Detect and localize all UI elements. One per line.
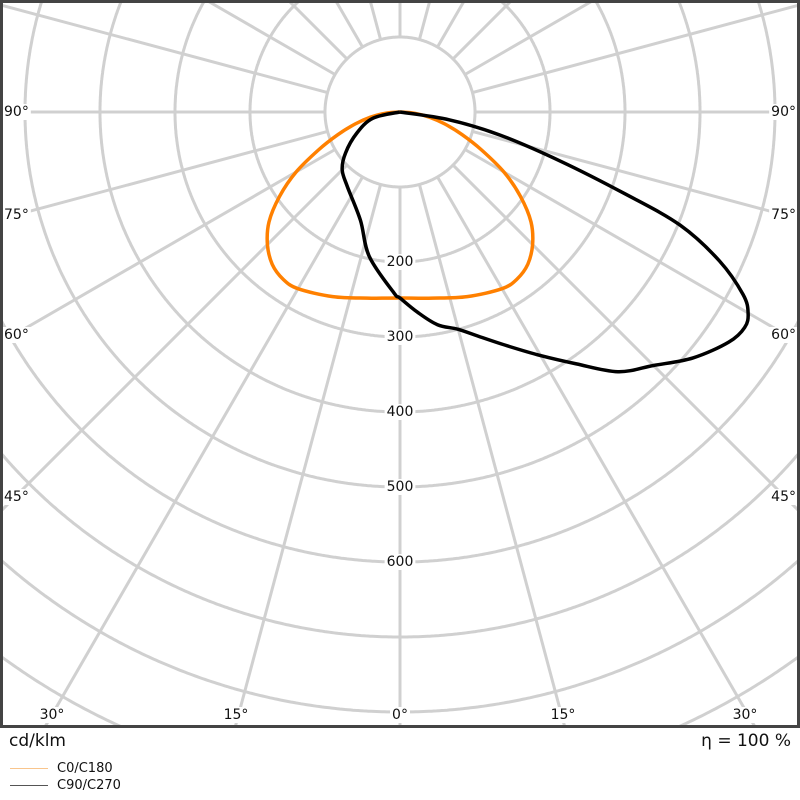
radial-tick-label: 300: [387, 329, 414, 345]
grid-radial-line: [436, 0, 466, 48]
angle-tick-label-bottom: 30°: [40, 707, 65, 723]
grid-radial-line: [451, 0, 514, 61]
grid-circle-600: [0, 319, 800, 564]
unit-label: cd/klm: [9, 731, 66, 751]
curve-c90-c270: [340, 110, 750, 374]
grid-circle-400: [98, 0, 702, 414]
angle-tick-label-bottom: 15°: [224, 707, 249, 723]
grid-radial-line: [472, 3, 800, 95]
angle-tick-label-bottom: 30°: [733, 707, 758, 723]
legend-label: C90/C270: [57, 778, 121, 793]
grid-radial-line: [233, 184, 383, 728]
label-background: [2, 207, 31, 223]
grid-radial-line: [417, 0, 432, 40]
grid-radial-line: [0, 129, 328, 221]
curves: [265, 110, 750, 374]
grid-radial-line: [464, 0, 595, 76]
angle-tick-label-right: 45°: [771, 489, 796, 505]
label-background: [2, 104, 31, 120]
angle-tick-label-bottom: 15°: [551, 707, 576, 723]
angle-tick-label-bottom: 0°: [392, 707, 408, 723]
label-background: [37, 707, 67, 723]
legend-label: C0/C180: [57, 761, 113, 776]
label-background: [769, 207, 798, 223]
label-background: [384, 479, 416, 495]
grid-radial-line: [0, 3, 328, 95]
grid-radial-line: [436, 176, 757, 728]
grid-radial-line: [0, 148, 336, 345]
grid-radial-line: [368, 0, 383, 40]
grid-radial-line: [286, 0, 349, 61]
angle-tick-label-right: 60°: [771, 327, 796, 343]
angle-tick-label-right: 90°: [771, 104, 796, 120]
label-background: [730, 707, 760, 723]
radial-tick-label: 500: [387, 479, 414, 495]
efficiency-label: η = 100 %: [701, 731, 791, 751]
grid-radial-line: [0, 163, 349, 514]
grid-circle-800: [0, 558, 800, 714]
axis-labels: 200 300 400 500 600 30° 15° 0° 15° 30° 90° 75° 60° 45…: [2, 104, 798, 723]
label-background: [384, 329, 416, 345]
label-background: [2, 327, 31, 343]
label-background: [221, 707, 251, 723]
angle-tick-label-left: 60°: [4, 327, 29, 343]
legend-swatch-c0-c180: [10, 768, 48, 769]
polar-grid: [0, 0, 800, 728]
grid-radial-line: [334, 0, 364, 48]
radial-tick-label: 600: [387, 554, 414, 570]
angle-tick-label-left: 75°: [4, 207, 29, 223]
grid-circle-700: [0, 452, 800, 639]
grid-circle-900: [0, 655, 800, 728]
label-background: [384, 404, 416, 420]
legend-swatch-c90-c270: [10, 785, 48, 786]
label-background: [769, 104, 798, 120]
grid-radial-line: [43, 176, 364, 728]
legend-item-c90-c270: C90/C270: [10, 777, 121, 794]
grid-circle-200: [248, 0, 552, 264]
legend: C0/C180 C90/C270: [10, 760, 121, 794]
grid-radial-line: [464, 148, 800, 345]
label-background: [390, 707, 410, 723]
radial-tick-label: 200: [387, 254, 414, 270]
label-background: [384, 254, 416, 270]
grid-radial-line: [205, 0, 336, 76]
polar-light-distribution-chart: 200 300 400 500 600 30° 15° 0° 15° 30° 90° 75° 60° 45…: [0, 0, 800, 728]
label-background: [769, 327, 798, 343]
legend-item-c0-c180: C0/C180: [10, 760, 121, 777]
label-background: [548, 707, 578, 723]
angle-tick-label-left: 45°: [4, 489, 29, 505]
grid-radial-line: [451, 163, 800, 514]
grid-radial-line: [417, 184, 567, 728]
label-background: [2, 489, 31, 505]
label-background: [769, 489, 798, 505]
radial-tick-label: 400: [387, 404, 414, 420]
angle-tick-label-right: 75°: [771, 207, 796, 223]
angle-tick-label-left: 90°: [4, 104, 29, 120]
label-background: [384, 554, 416, 570]
